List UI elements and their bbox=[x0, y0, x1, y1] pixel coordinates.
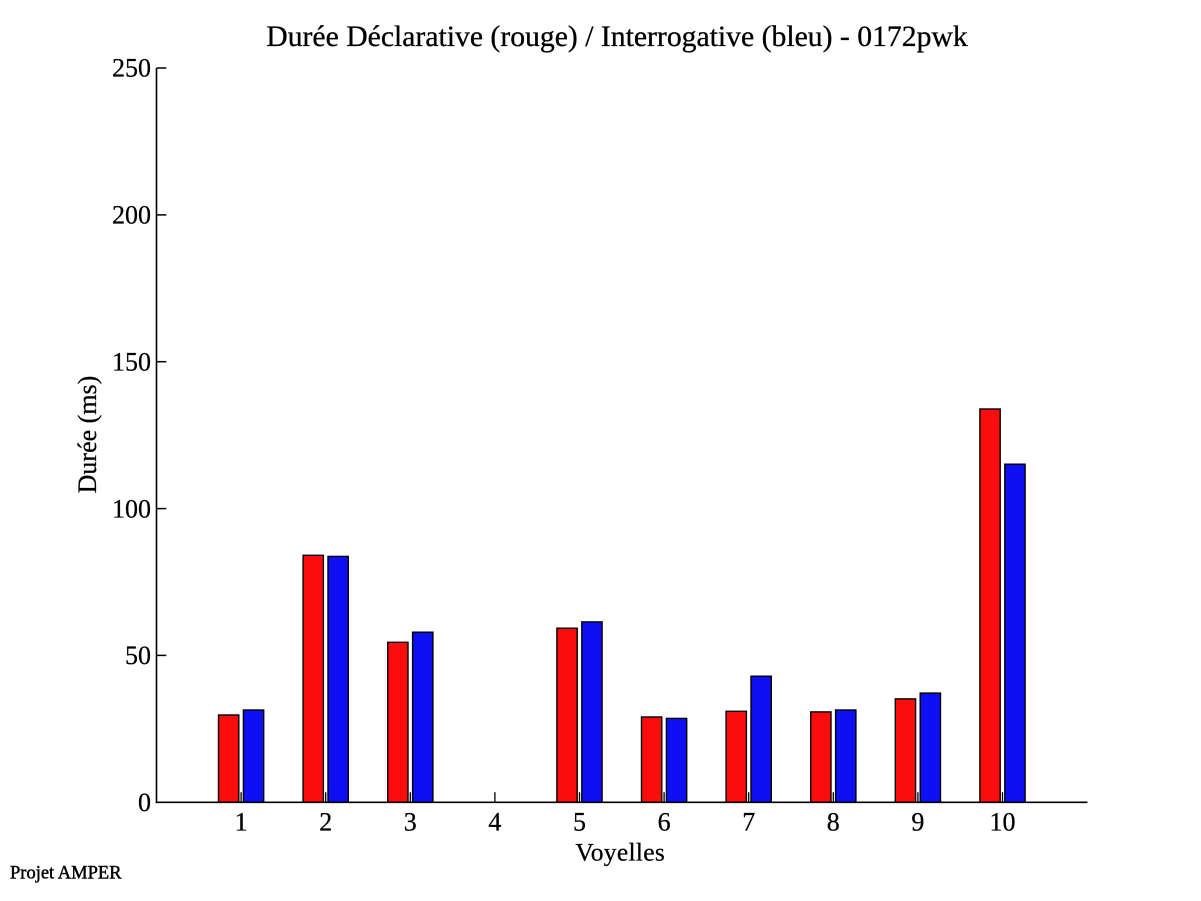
svg-text:250: 250 bbox=[112, 54, 151, 83]
svg-text:0: 0 bbox=[138, 788, 151, 817]
svg-text:1: 1 bbox=[235, 808, 248, 837]
svg-text:Durée (ms): Durée (ms) bbox=[73, 376, 102, 494]
svg-text:4: 4 bbox=[488, 808, 501, 837]
svg-text:6: 6 bbox=[658, 808, 671, 837]
svg-text:5: 5 bbox=[573, 808, 586, 837]
svg-text:200: 200 bbox=[112, 201, 151, 230]
svg-text:3: 3 bbox=[404, 808, 417, 837]
svg-text:50: 50 bbox=[125, 641, 151, 670]
svg-text:Voyelles: Voyelles bbox=[575, 838, 665, 867]
svg-text:100: 100 bbox=[112, 494, 151, 523]
svg-text:7: 7 bbox=[742, 808, 755, 837]
svg-text:9: 9 bbox=[911, 808, 924, 837]
svg-text:Durée Déclarative (rouge) / In: Durée Déclarative (rouge) / Interrogativ… bbox=[266, 21, 968, 53]
svg-text:150: 150 bbox=[112, 347, 151, 376]
svg-text:10: 10 bbox=[990, 808, 1016, 837]
svg-text:Projet AMPER: Projet AMPER bbox=[10, 863, 122, 883]
svg-text:8: 8 bbox=[827, 808, 840, 837]
svg-text:2: 2 bbox=[319, 808, 332, 837]
